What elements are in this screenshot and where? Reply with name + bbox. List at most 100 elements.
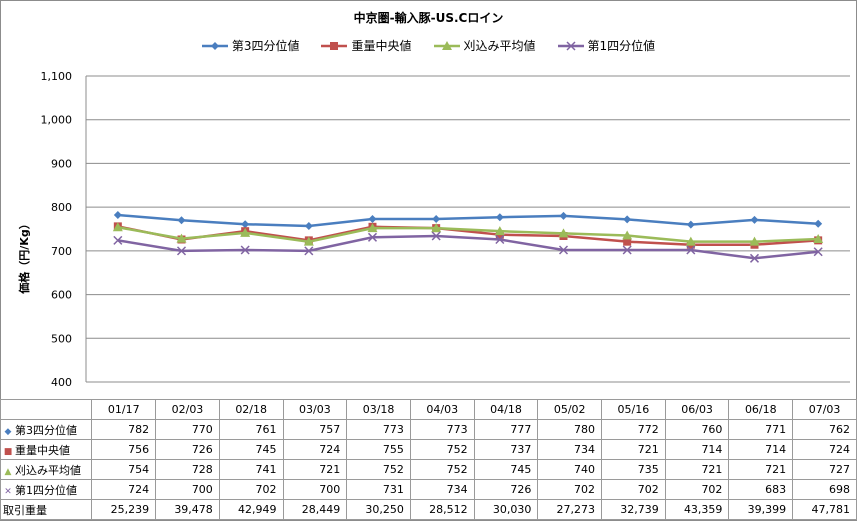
y-tick-label: 800 bbox=[51, 201, 72, 214]
table-cell: 714 bbox=[664, 439, 730, 460]
table-cell: 782 bbox=[91, 419, 157, 440]
table-cell: 728 bbox=[155, 459, 220, 480]
table-cell: 773 bbox=[346, 419, 411, 440]
table-cell bbox=[0, 399, 93, 420]
table-cell: 702 bbox=[218, 479, 284, 500]
y-tick-label: 1,000 bbox=[41, 114, 73, 127]
row-label: 重量中央値 bbox=[15, 443, 70, 457]
table-cell: 06/18 bbox=[728, 399, 794, 420]
table-cell: 727 bbox=[792, 459, 857, 480]
table-cell: 42,949 bbox=[218, 499, 284, 520]
table-cell: 30,250 bbox=[346, 499, 411, 520]
table-cell: 698 bbox=[792, 479, 857, 500]
table-cell: 39,399 bbox=[728, 499, 794, 520]
table-cell: 724 bbox=[282, 439, 348, 460]
diamond-icon: ◆ bbox=[4, 426, 12, 437]
table-cell: 04/03 bbox=[409, 399, 475, 420]
y-tick-label: 700 bbox=[51, 245, 72, 258]
square-icon: ■ bbox=[3, 446, 13, 457]
table-cell: 28,449 bbox=[282, 499, 348, 520]
legend-item: 第3四分位値 bbox=[201, 37, 300, 54]
row-label: 第1四分位値 bbox=[15, 483, 77, 497]
table-cell: 737 bbox=[473, 439, 539, 460]
table-cell: 取引重量 bbox=[0, 499, 93, 520]
data-point bbox=[113, 211, 122, 220]
legend-label: 刈込み平均値 bbox=[463, 39, 536, 53]
legend-item: 第1四分位値 bbox=[557, 37, 655, 54]
series-line-1 bbox=[117, 213, 819, 228]
table-cell: 03/03 bbox=[282, 399, 348, 420]
table-cell: 760 bbox=[664, 419, 730, 440]
series-line-3 bbox=[117, 226, 819, 243]
triangle-icon bbox=[433, 40, 460, 50]
x-icon bbox=[557, 40, 584, 51]
data-point bbox=[432, 214, 441, 223]
table-cell: 702 bbox=[601, 479, 666, 500]
table-cell: 771 bbox=[728, 419, 794, 440]
data-point bbox=[367, 232, 378, 242]
data-point bbox=[304, 221, 313, 230]
data-point bbox=[750, 215, 759, 224]
table-cell: 683 bbox=[728, 479, 794, 500]
data-point bbox=[749, 236, 760, 246]
table-cell: ✕ 第1四分位値 bbox=[0, 479, 93, 500]
table-cell: ▲ 刈込み平均値 bbox=[0, 459, 93, 480]
series-line-4 bbox=[117, 234, 819, 260]
table-row: ■ 重量中央値 756 726 745 724 755 752 737 734 721 714 714 7… bbox=[0, 439, 857, 460]
table-cell: 700 bbox=[155, 479, 220, 500]
data-point bbox=[431, 231, 441, 241]
line-chart: 400 500 600 700 800 900 1,000 1,100 bbox=[41, 70, 850, 389]
legend-label: 重量中央値 bbox=[351, 39, 412, 53]
data-point bbox=[431, 223, 442, 233]
data-point bbox=[814, 219, 823, 228]
table-row: ◆ 第3四分位値 782 770 761 757 773 773 777 780 772 760 771… bbox=[0, 419, 857, 440]
table-cell: 721 bbox=[664, 459, 730, 480]
legend-label: 第3四分位値 bbox=[231, 39, 300, 53]
table-cell: 721 bbox=[282, 459, 348, 480]
table-cell: 700 bbox=[282, 479, 348, 500]
data-table: 01/17 02/03 02/18 03/03 03/18 04/03 04/18 05/02… bbox=[0, 399, 857, 520]
chart-title: 中京圏-輸入豚-US.Cロイン bbox=[353, 11, 504, 25]
row-label: 第3四分位値 bbox=[15, 423, 77, 437]
x-icon: ✕ bbox=[4, 486, 12, 497]
data-point bbox=[622, 230, 633, 240]
data-point bbox=[367, 223, 378, 233]
data-point bbox=[240, 227, 251, 237]
data-point bbox=[494, 226, 505, 236]
table-cell: 734 bbox=[537, 439, 603, 460]
table-cell: 755 bbox=[346, 439, 411, 460]
series-line-2 bbox=[117, 225, 819, 246]
table-cell: 752 bbox=[409, 459, 475, 480]
table-cell: 32,739 bbox=[601, 499, 666, 520]
table-cell: 04/18 bbox=[473, 399, 539, 420]
data-point bbox=[623, 237, 632, 246]
table-cell: 752 bbox=[409, 439, 475, 460]
data-point bbox=[176, 246, 187, 256]
table-cell: ◆ 第3四分位値 bbox=[0, 419, 93, 440]
y-tick-label: 600 bbox=[51, 289, 72, 302]
triangle-icon: ▲ bbox=[4, 466, 12, 477]
table-cell: 734 bbox=[409, 479, 475, 500]
table-cell: 735 bbox=[601, 459, 666, 480]
table-cell: 752 bbox=[346, 459, 411, 480]
table-cell: 39,478 bbox=[155, 499, 220, 520]
table-cell: 03/18 bbox=[346, 399, 411, 420]
y-tick-label: 400 bbox=[51, 376, 72, 389]
table-row: ▲ 刈込み平均値 754 728 741 721 752 752 745 740 735 721 721… bbox=[0, 459, 857, 480]
table-cell: 05/16 bbox=[601, 399, 666, 420]
square-icon bbox=[321, 41, 348, 50]
table-row: ✕ 第1四分位値 724 700 702 700 731 734 726 702 702 702 683… bbox=[0, 479, 857, 500]
table-cell: 745 bbox=[218, 439, 284, 460]
table-cell: 06/03 bbox=[664, 399, 730, 420]
chart-legend: 第3四分位値 重量中央値 刈込み平均値 第1四分位値 bbox=[0, 37, 857, 54]
y-tick-label: 1,100 bbox=[41, 70, 73, 83]
table-row: 取引重量 25,239 39,478 42,949 28,449 30,250 28,512… bbox=[0, 499, 857, 520]
table-header-row: 01/17 02/03 02/18 03/03 03/18 04/03 04/18 05/02… bbox=[0, 399, 857, 420]
data-point bbox=[303, 236, 314, 246]
table-cell: 761 bbox=[218, 419, 284, 440]
table-cell: 702 bbox=[664, 479, 730, 500]
legend-item: 重量中央値 bbox=[321, 37, 412, 54]
table-cell: 770 bbox=[155, 419, 220, 440]
table-cell: 27,273 bbox=[537, 499, 603, 520]
data-point bbox=[368, 214, 377, 223]
